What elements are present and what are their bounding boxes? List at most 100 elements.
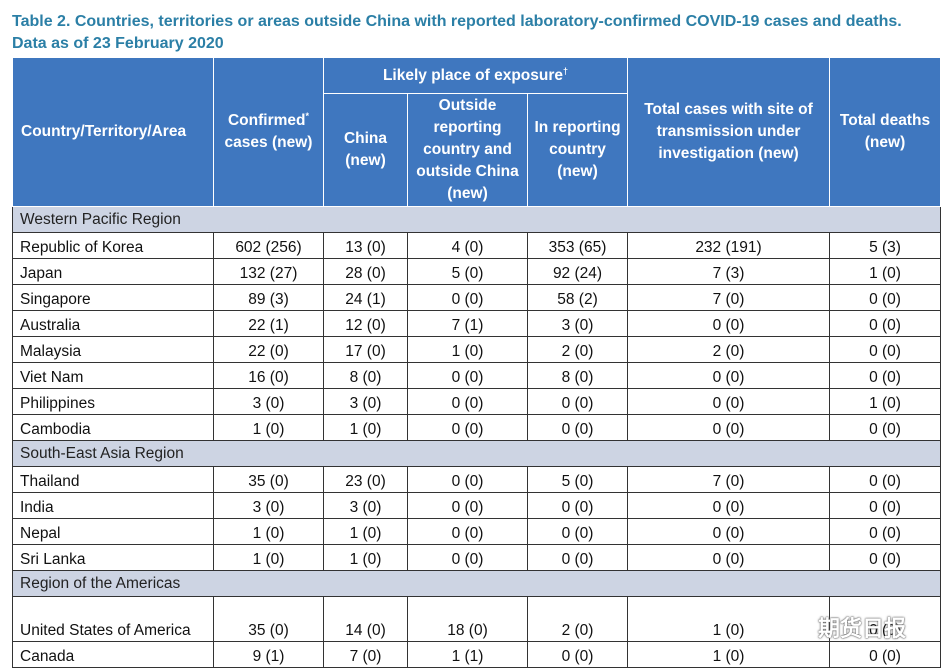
in-country-cell: 5 (0) bbox=[527, 466, 628, 493]
table-row: United States of America 35 (0) 14 (0) 18 (… bbox=[12, 596, 941, 642]
deaths-cell: 0 (0) bbox=[829, 544, 941, 571]
country-cell: Philippines bbox=[12, 388, 214, 415]
china-cell: 1 (0) bbox=[323, 518, 408, 545]
wechat-icon bbox=[782, 616, 811, 638]
outside-cell: 0 (0) bbox=[407, 362, 528, 389]
confirmed-cell: 89 (3) bbox=[213, 284, 324, 311]
investigation-cell: 0 (0) bbox=[627, 362, 830, 389]
outside-cell: 0 (0) bbox=[407, 544, 528, 571]
confirmed-cell: 35 (0) bbox=[213, 596, 324, 642]
header-investigation: Total cases with site of transmission un… bbox=[627, 57, 830, 207]
header-exposure-footnote: † bbox=[563, 65, 569, 76]
outside-cell: 0 (0) bbox=[407, 492, 528, 519]
china-cell: 12 (0) bbox=[323, 310, 408, 337]
in-country-cell: 2 (0) bbox=[527, 336, 628, 363]
outside-cell: 0 (0) bbox=[407, 284, 528, 311]
watermark: 期货日报 bbox=[782, 612, 906, 642]
in-country-cell: 0 (0) bbox=[527, 544, 628, 571]
table-header: Country/Territory/Area Confirmed* cases … bbox=[12, 57, 941, 207]
table-body: Western Pacific Region Republic of Korea 6… bbox=[12, 206, 941, 668]
in-country-cell: 0 (0) bbox=[527, 388, 628, 415]
investigation-cell: 0 (0) bbox=[627, 388, 830, 415]
china-cell: 3 (0) bbox=[323, 388, 408, 415]
table-row: Republic of Korea 602 (256) 13 (0) 4 (0) 353… bbox=[12, 232, 941, 259]
country-cell: Thailand bbox=[12, 466, 214, 493]
outside-cell: 0 (0) bbox=[407, 518, 528, 545]
table-row: Cambodia 1 (0) 1 (0) 0 (0) 0 (0) 0 (0) 0 (0) bbox=[12, 414, 941, 441]
table-row: Sri Lanka 1 (0) 1 (0) 0 (0) 0 (0) 0 (0) 0 (0) bbox=[12, 544, 941, 571]
investigation-cell: 232 (191) bbox=[627, 232, 830, 259]
country-cell: India bbox=[12, 492, 214, 519]
country-cell: Sri Lanka bbox=[12, 544, 214, 571]
outside-cell: 5 (0) bbox=[407, 258, 528, 285]
country-cell: Canada bbox=[12, 641, 214, 668]
deaths-cell: 0 (0) bbox=[829, 492, 941, 519]
confirmed-cell: 9 (1) bbox=[213, 641, 324, 668]
investigation-cell: 0 (0) bbox=[627, 518, 830, 545]
table-row: Thailand 35 (0) 23 (0) 0 (0) 5 (0) 7 (0) 0 (0) bbox=[12, 466, 941, 493]
china-cell: 17 (0) bbox=[323, 336, 408, 363]
investigation-cell: 7 (0) bbox=[627, 284, 830, 311]
country-cell: Nepal bbox=[12, 518, 214, 545]
confirmed-cell: 3 (0) bbox=[213, 492, 324, 519]
deaths-cell: 0 (0) bbox=[829, 466, 941, 493]
in-country-cell: 0 (0) bbox=[527, 492, 628, 519]
investigation-cell: 2 (0) bbox=[627, 336, 830, 363]
table-row: Australia 22 (1) 12 (0) 7 (1) 3 (0) 0 (0) 0 (0… bbox=[12, 310, 941, 337]
region-row: Western Pacific Region bbox=[12, 206, 941, 233]
deaths-cell: 0 (0) bbox=[829, 362, 941, 389]
confirmed-cell: 22 (1) bbox=[213, 310, 324, 337]
country-cell: Australia bbox=[12, 310, 214, 337]
china-cell: 23 (0) bbox=[323, 466, 408, 493]
outside-cell: 0 (0) bbox=[407, 388, 528, 415]
deaths-cell: 0 (0) bbox=[829, 518, 941, 545]
table-title: Table 2. Countries, territories or areas… bbox=[12, 13, 902, 52]
confirmed-cell: 602 (256) bbox=[213, 232, 324, 259]
china-cell: 1 (0) bbox=[323, 544, 408, 571]
header-exposure-group: Likely place of exposure† bbox=[323, 57, 628, 94]
outside-cell: 4 (0) bbox=[407, 232, 528, 259]
china-cell: 7 (0) bbox=[323, 641, 408, 668]
deaths-cell: 0 (0) bbox=[829, 336, 941, 363]
header-deaths: Total deaths (new) bbox=[829, 57, 941, 207]
confirmed-cell: 1 (0) bbox=[213, 544, 324, 571]
table-row: Philippines 3 (0) 3 (0) 0 (0) 0 (0) 0 (0) 1 (0… bbox=[12, 388, 941, 415]
deaths-cell: 0 (0) bbox=[829, 641, 941, 668]
region-name: Region of the Americas bbox=[12, 570, 941, 597]
confirmed-cell: 1 (0) bbox=[213, 414, 324, 441]
header-china: China (new) bbox=[323, 93, 408, 207]
deaths-cell: 0 (0) bbox=[829, 310, 941, 337]
in-country-cell: 3 (0) bbox=[527, 310, 628, 337]
in-country-cell: 0 (0) bbox=[527, 641, 628, 668]
deaths-cell: 0 (0) bbox=[829, 414, 941, 441]
header-confirmed-label: Confirmed bbox=[227, 112, 306, 129]
region-name: Western Pacific Region bbox=[12, 206, 941, 233]
in-country-cell: 92 (24) bbox=[527, 258, 628, 285]
in-country-cell: 0 (0) bbox=[527, 518, 628, 545]
deaths-cell: 5 (3) bbox=[829, 232, 941, 259]
header-outside: Outside reporting country and outside Ch… bbox=[407, 93, 528, 207]
country-cell: United States of America bbox=[12, 596, 214, 642]
confirmed-cell: 1 (0) bbox=[213, 518, 324, 545]
header-exposure-label: Likely place of exposure bbox=[382, 66, 564, 84]
confirmed-cell: 3 (0) bbox=[213, 388, 324, 415]
table-row: Nepal 1 (0) 1 (0) 0 (0) 0 (0) 0 (0) 0 (0) bbox=[12, 518, 941, 545]
in-country-cell: 0 (0) bbox=[527, 414, 628, 441]
china-cell: 14 (0) bbox=[323, 596, 408, 642]
table-row: Malaysia 22 (0) 17 (0) 1 (0) 2 (0) 2 (0) 0 (0) bbox=[12, 336, 941, 363]
table-row: Viet Nam 16 (0) 8 (0) 0 (0) 8 (0) 0 (0) 0 (0) bbox=[12, 362, 941, 389]
outside-cell: 0 (0) bbox=[407, 414, 528, 441]
deaths-cell: 0 (0) bbox=[829, 596, 941, 642]
covid-cases-table: Country/Territory/Area Confirmed* cases … bbox=[12, 57, 941, 668]
country-cell: Viet Nam bbox=[12, 362, 214, 389]
country-cell: Japan bbox=[12, 258, 214, 285]
investigation-cell: 0 (0) bbox=[627, 310, 830, 337]
outside-cell: 18 (0) bbox=[407, 596, 528, 642]
investigation-cell: 1 (0) bbox=[627, 641, 830, 668]
confirmed-cell: 22 (0) bbox=[213, 336, 324, 363]
country-cell: Republic of Korea bbox=[12, 232, 214, 259]
header-confirmed: Confirmed* cases (new) bbox=[213, 57, 324, 207]
header-country: Country/Territory/Area bbox=[12, 57, 214, 207]
country-cell: Malaysia bbox=[12, 336, 214, 363]
investigation-cell: 0 (0) bbox=[627, 544, 830, 571]
